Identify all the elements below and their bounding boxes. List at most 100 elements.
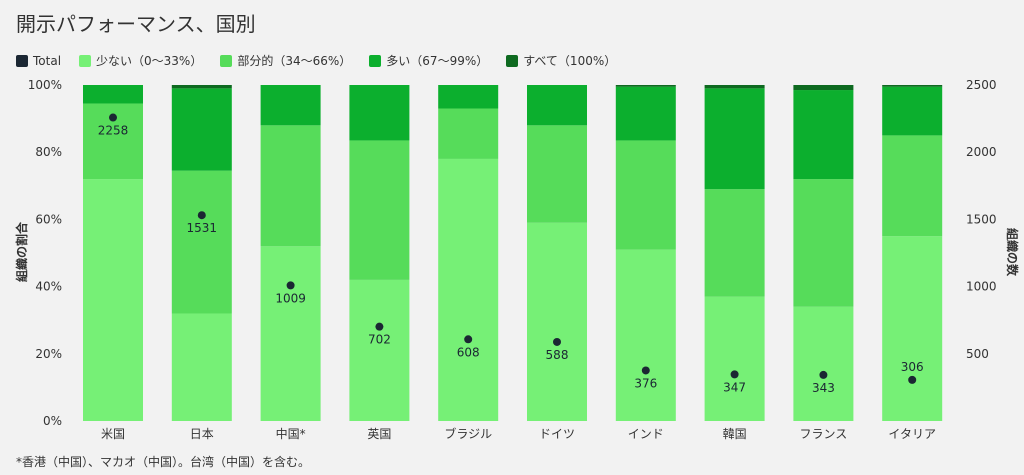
y-right-tick-label: 1500 [966, 212, 997, 226]
y-right-tick-label: 500 [966, 347, 989, 361]
bar-segment-all[interactable] [615, 85, 676, 87]
legend-swatch-total [16, 54, 28, 67]
total-data-label: 1531 [187, 221, 218, 235]
x-tick-label: ブラジル [444, 426, 492, 441]
total-point[interactable] [819, 370, 828, 379]
bar-segment-many[interactable] [527, 85, 587, 126]
total-data-label: 2258 [98, 124, 129, 138]
bar-segment-partial[interactable] [260, 125, 321, 247]
x-axis-labels: 米国 日本 中国* 英国 ブラジル ドイツ インド 韓国 フランス イタリア [101, 426, 936, 441]
total-point[interactable] [286, 281, 295, 290]
bar-segment-low[interactable] [793, 306, 854, 421]
bar-segment-all[interactable] [171, 85, 232, 89]
legend-label-many: 多い（67〜99%） [386, 54, 489, 68]
bar-segment-low[interactable] [171, 313, 232, 421]
bar-segment-partial[interactable] [793, 179, 854, 307]
total-point[interactable] [197, 211, 206, 220]
y-axis-left-label: 組織の割合 [14, 221, 29, 282]
bar-segment-all[interactable] [704, 85, 765, 89]
y-axis-left: 0% 20% 40% 60% 80% 100% [28, 78, 62, 428]
legend-item-low[interactable]: 少ない（0〜33%） [79, 52, 202, 69]
total-point[interactable] [641, 366, 650, 375]
y-left-tick-label: 60% [35, 212, 62, 226]
bar-segment-low[interactable] [349, 279, 410, 421]
total-point[interactable] [464, 335, 473, 344]
total-point[interactable] [553, 337, 561, 346]
bar-segment-partial[interactable] [615, 140, 676, 250]
y-left-tick-label: 100% [28, 78, 62, 92]
y-axis-right: 500 1000 1500 2000 2500 [966, 78, 997, 361]
total-data-label: 608 [457, 345, 480, 359]
legend-label-total: Total [33, 53, 62, 68]
total-data-label: 588 [546, 348, 569, 362]
legend-label-partial: 部分的（34〜66%） [237, 54, 352, 68]
total-data-label: 702 [368, 333, 391, 347]
bar-segment-partial[interactable] [438, 108, 499, 159]
bar-segment-low[interactable] [438, 158, 499, 422]
total-point[interactable] [375, 322, 384, 331]
bar-segment-many[interactable] [83, 85, 143, 104]
bar-segment-partial[interactable] [882, 135, 943, 237]
chart-title: 開示パフォーマンス、国別 [16, 12, 256, 36]
legend: Total 少ない（0〜33%） 部分的（34〜66%） 多い（67〜99%） … [16, 52, 616, 69]
total-data-label: 376 [634, 376, 657, 390]
total-point[interactable] [109, 113, 117, 122]
legend-swatch-many [369, 54, 382, 67]
x-tick-label: 中国* [276, 426, 306, 441]
legend-swatch-partial [220, 54, 233, 67]
legend-item-partial[interactable]: 部分的（34〜66%） [220, 52, 351, 69]
total-point[interactable] [908, 375, 917, 384]
y-left-tick-label: 40% [35, 280, 62, 294]
x-tick-label: インド [628, 427, 664, 441]
total-data-label: 343 [812, 381, 835, 395]
bar-segment-low[interactable] [882, 236, 943, 421]
bar-segment-all[interactable] [793, 85, 854, 91]
bar-segment-low[interactable] [527, 222, 587, 421]
x-tick-label: 韓国 [723, 427, 747, 441]
footnote: *香港（中国）、マカオ（中国）。台湾（中国）を含む。 [16, 455, 311, 469]
bar-segment-many[interactable] [704, 88, 765, 190]
bar-segment-many[interactable] [882, 86, 943, 136]
x-tick-label: 日本 [190, 427, 214, 441]
legend-item-all[interactable]: すべて（100%） [506, 52, 616, 69]
x-tick-label: 米国 [101, 427, 125, 441]
legend-item-many[interactable]: 多い（67〜99%） [369, 52, 488, 69]
bar-segment-low[interactable] [615, 249, 676, 421]
bars-group [83, 85, 943, 422]
total-data-label: 1009 [275, 291, 306, 305]
y-axis-right-label: 組織の数 [1005, 228, 1020, 277]
x-tick-label: ドイツ [539, 427, 575, 441]
y-right-tick-label: 2500 [966, 78, 997, 92]
bar-segment-low[interactable] [260, 246, 321, 421]
total-points-group: 2258 1531 1009 702 608 588 376 347 343 306 [98, 113, 924, 395]
x-tick-label: フランス [800, 427, 848, 441]
y-left-tick-label: 0% [43, 414, 62, 428]
bar-segment-partial[interactable] [704, 189, 765, 297]
bar-segment-partial[interactable] [171, 170, 232, 314]
legend-item-total[interactable]: Total [16, 54, 61, 68]
y-right-tick-label: 2000 [966, 145, 997, 159]
stacked-bar-chart: 0% 20% 40% 60% 80% 100% 500 1000 1500 2000 2500 米… [14, 78, 1020, 441]
total-data-label: 306 [901, 360, 924, 374]
bar-segment-low[interactable] [83, 179, 143, 421]
bar-segment-partial[interactable] [527, 125, 587, 223]
bar-segment-many[interactable] [349, 85, 410, 141]
bar-segment-many[interactable] [793, 90, 854, 180]
y-right-tick-label: 1000 [966, 280, 997, 294]
total-point[interactable] [730, 370, 739, 379]
y-left-tick-label: 80% [35, 145, 62, 159]
bar-segment-many[interactable] [438, 85, 499, 109]
legend-swatch-all [506, 54, 519, 67]
bar-segment-low[interactable] [704, 296, 765, 421]
legend-label-low: 少ない（0〜33%） [96, 54, 203, 68]
bar-segment-many[interactable] [260, 85, 321, 126]
x-tick-label: 英国 [367, 427, 391, 441]
x-tick-label: イタリア [888, 427, 936, 441]
legend-label-all: すべて（100%） [523, 54, 617, 68]
legend-swatch-low [79, 54, 92, 67]
bar-segment-all[interactable] [882, 85, 943, 87]
bar-segment-partial[interactable] [349, 140, 410, 280]
y-left-tick-label: 20% [35, 347, 62, 361]
bar-segment-many[interactable] [171, 88, 232, 171]
bar-segment-many[interactable] [615, 86, 676, 141]
